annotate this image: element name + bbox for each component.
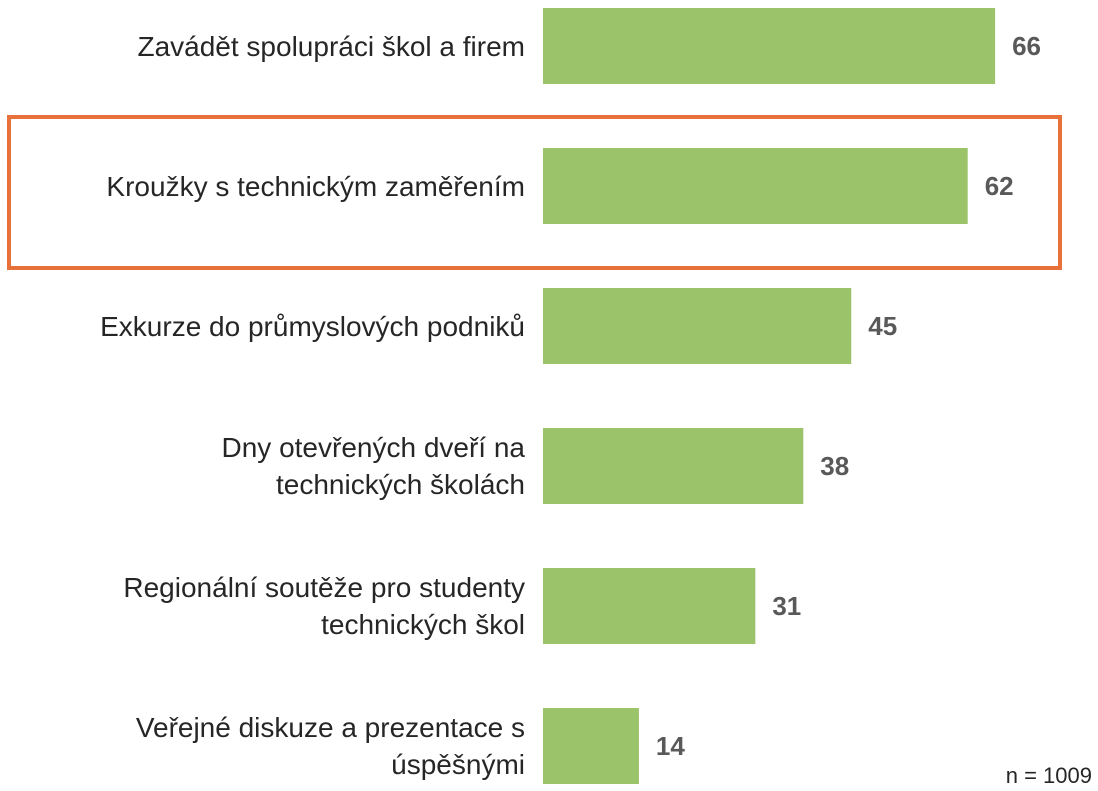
- sample-size: n = 1009: [1005, 763, 1092, 788]
- value-label: 62: [985, 171, 1014, 201]
- bar: [543, 708, 639, 784]
- value-label: 14: [656, 731, 685, 761]
- bar: [543, 8, 996, 84]
- bar: [543, 568, 756, 644]
- bar: [543, 288, 852, 364]
- value-label: 66: [1012, 31, 1041, 61]
- value-label: 45: [868, 311, 897, 341]
- value-label: 38: [820, 451, 849, 481]
- highlight-box: [7, 115, 1062, 270]
- bar: [543, 148, 968, 224]
- bar: [543, 428, 804, 504]
- value-label: 31: [772, 591, 801, 621]
- category-label: Regionální soutěže pro studenty technick…: [123, 572, 525, 640]
- category-label: Dny otevřených dveří na technických škol…: [221, 432, 526, 500]
- category-label: Zavádět spolupráci škol a firem: [137, 30, 525, 62]
- category-label: Exkurze do průmyslových podniků: [100, 310, 525, 342]
- category-label: Kroužky s technickým zaměřením: [106, 170, 525, 202]
- category-label: Veřejné diskuze a prezentace s úspěšnými: [135, 712, 525, 780]
